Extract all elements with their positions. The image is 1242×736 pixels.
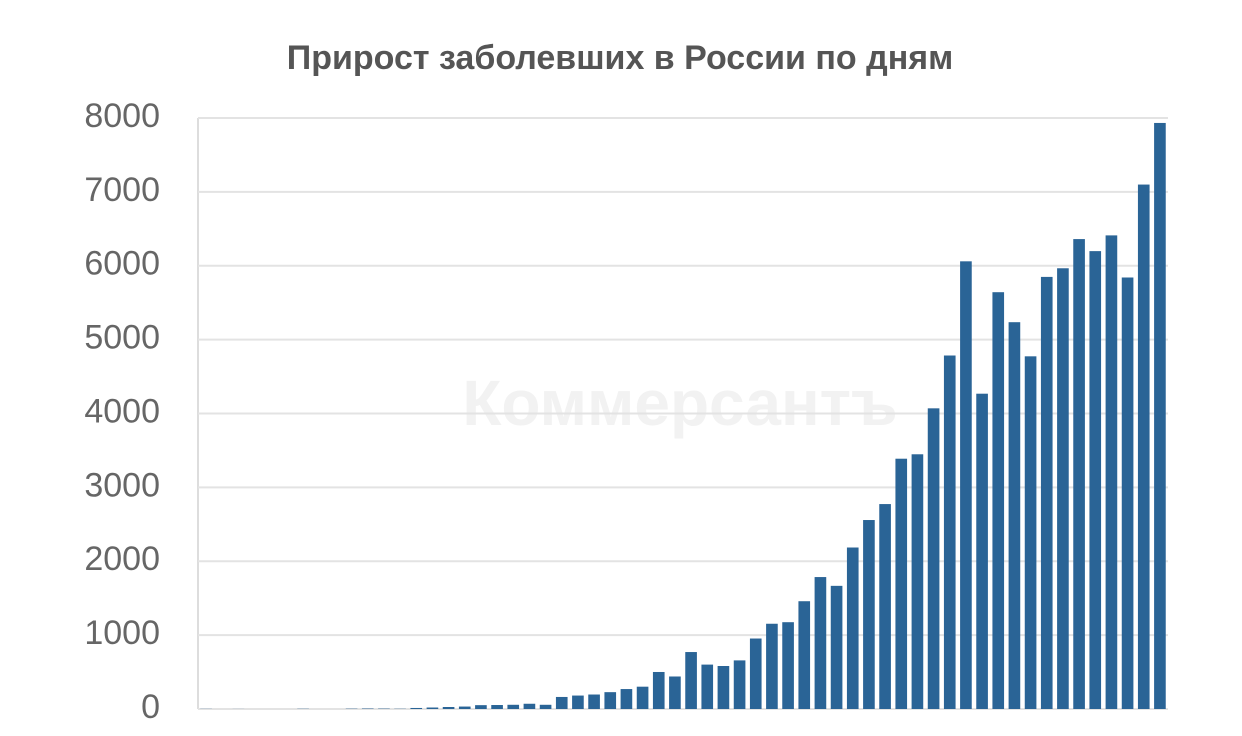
- bar: [1089, 251, 1102, 710]
- bar: [798, 601, 811, 709]
- bar: [1024, 356, 1037, 709]
- bar: [814, 577, 827, 709]
- bar: [1137, 184, 1150, 709]
- bar: [442, 707, 455, 709]
- y-tick-label: 5000: [84, 319, 160, 357]
- bar: [410, 707, 423, 709]
- bar: [458, 706, 471, 709]
- bar: [911, 454, 924, 709]
- bar: [943, 355, 956, 709]
- y-tick-label: 6000: [84, 245, 160, 283]
- bar: [701, 664, 714, 709]
- bar: [604, 692, 617, 709]
- bar: [717, 666, 730, 709]
- bar: [1105, 235, 1118, 709]
- y-tick-label: 1000: [84, 614, 160, 652]
- bar: [620, 689, 633, 709]
- bar: [475, 705, 487, 709]
- bar: [491, 705, 503, 709]
- bar: [846, 547, 859, 709]
- y-tick-label: 7000: [84, 171, 160, 209]
- bar: [766, 623, 778, 709]
- bar: [588, 694, 600, 709]
- bar: [749, 638, 762, 709]
- bar: [572, 695, 584, 709]
- bar: [669, 676, 681, 709]
- bar: [1008, 322, 1021, 709]
- bar: [733, 660, 746, 709]
- bar: [927, 408, 940, 709]
- bar: [1057, 268, 1069, 709]
- bar: [830, 585, 843, 709]
- bar: [652, 671, 665, 709]
- bar: [1073, 239, 1085, 710]
- y-tick-label: 8000: [84, 97, 160, 135]
- bar: [636, 686, 649, 709]
- bar: [992, 292, 1005, 709]
- y-tick-label: 3000: [84, 466, 160, 504]
- bar: [782, 622, 794, 709]
- chart-title: Прирост заболевших в России по дням: [287, 39, 953, 77]
- bar: [1121, 277, 1134, 709]
- y-tick-label: 0: [141, 688, 160, 726]
- watermark: Коммерсантъ: [462, 367, 897, 439]
- bar: [879, 504, 891, 709]
- bar: [555, 696, 568, 709]
- bar: [863, 520, 875, 709]
- bar: [523, 703, 536, 709]
- bar: [960, 261, 972, 709]
- bar: [539, 704, 552, 709]
- bar: [685, 652, 697, 709]
- bar: [507, 704, 520, 709]
- y-tick-label: 4000: [84, 392, 160, 430]
- bar: [1040, 276, 1053, 709]
- bar: [895, 458, 908, 709]
- bar: [976, 393, 988, 709]
- y-tick-label: 2000: [84, 540, 160, 578]
- bar: [1154, 122, 1166, 709]
- bar: [426, 707, 439, 709]
